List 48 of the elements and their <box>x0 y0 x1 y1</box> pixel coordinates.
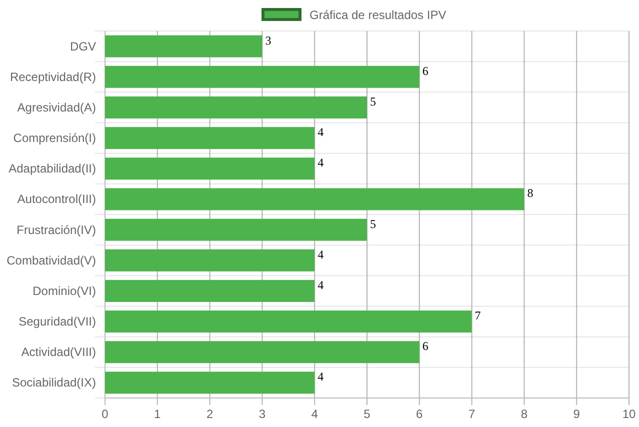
x-tick-label: 8 <box>520 407 528 421</box>
x-tick-label: 1 <box>154 407 162 421</box>
bar <box>105 280 315 302</box>
bar <box>105 96 367 118</box>
y-tick-label: Actividad(VIII) <box>21 345 96 360</box>
data-label: 8 <box>527 186 534 200</box>
data-label: 4 <box>318 125 324 140</box>
x-tick-label: 3 <box>258 407 266 421</box>
x-tick-label: 4 <box>311 407 318 421</box>
y-tick-label: Adaptabilidad(II) <box>8 162 96 176</box>
legend-label: Gráfica de resultados IPV <box>310 8 446 22</box>
x-tick-label: 9 <box>573 407 580 421</box>
y-tick-label: Combatividad(V) <box>6 253 96 268</box>
y-tick-label: DGV <box>70 39 96 54</box>
data-label: 6 <box>422 339 428 354</box>
x-tick-label: 7 <box>468 407 476 421</box>
x-tick-label: 0 <box>102 407 109 421</box>
bar <box>105 341 420 364</box>
bar <box>105 66 420 88</box>
bar <box>105 35 262 58</box>
y-tick-label: Frustración(IV) <box>16 222 96 237</box>
bar <box>105 188 524 210</box>
y-tick-label: Receptividad(R) <box>10 70 96 84</box>
data-label: 4 <box>318 156 324 170</box>
bar <box>105 218 367 241</box>
bar <box>105 249 315 272</box>
data-label: 6 <box>422 64 428 78</box>
bar <box>105 127 315 150</box>
x-tick-label: 10 <box>622 407 636 421</box>
data-label: 3 <box>265 33 272 48</box>
bar <box>105 158 315 180</box>
bar <box>105 372 315 394</box>
y-tick-label: Comprensión(I) <box>13 131 96 146</box>
y-tick-label: Sociabilidad(IX) <box>12 376 96 390</box>
data-label: 4 <box>318 278 324 292</box>
x-tick-label: 5 <box>364 407 371 421</box>
y-tick-label: Dominio(VI) <box>32 284 96 298</box>
x-tick-label: 2 <box>206 407 214 421</box>
x-tick-label: 6 <box>416 407 424 421</box>
y-tick-label: Agresividad(A) <box>17 100 96 114</box>
data-label: 4 <box>318 370 324 384</box>
y-tick-label: Seguridad(VII) <box>18 314 96 329</box>
data-label: 5 <box>370 216 376 231</box>
data-label: 7 <box>474 308 481 323</box>
data-label: 5 <box>370 94 376 108</box>
data-label: 4 <box>318 247 324 262</box>
y-tick-label: Autocontrol(III) <box>17 192 96 206</box>
bar <box>105 310 472 333</box>
